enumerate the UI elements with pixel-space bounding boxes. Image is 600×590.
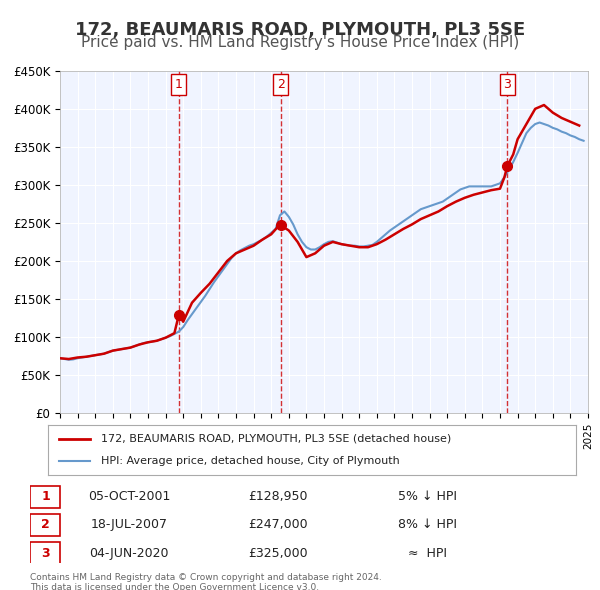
Text: 05-OCT-2001: 05-OCT-2001 <box>88 490 170 503</box>
Text: 2: 2 <box>41 519 50 532</box>
Text: 2: 2 <box>277 78 284 91</box>
Text: ≈  HPI: ≈ HPI <box>408 547 447 560</box>
Text: 3: 3 <box>41 547 50 560</box>
Text: HPI: Average price, detached house, City of Plymouth: HPI: Average price, detached house, City… <box>101 456 400 466</box>
Text: 172, BEAUMARIS ROAD, PLYMOUTH, PL3 5SE (detached house): 172, BEAUMARIS ROAD, PLYMOUTH, PL3 5SE (… <box>101 434 451 444</box>
Text: 04-JUN-2020: 04-JUN-2020 <box>89 547 169 560</box>
Text: £325,000: £325,000 <box>248 547 308 560</box>
FancyBboxPatch shape <box>30 486 61 508</box>
Text: 172, BEAUMARIS ROAD, PLYMOUTH, PL3 5SE: 172, BEAUMARIS ROAD, PLYMOUTH, PL3 5SE <box>75 21 525 39</box>
Text: This data is licensed under the Open Government Licence v3.0.: This data is licensed under the Open Gov… <box>30 583 319 590</box>
Text: 3: 3 <box>503 78 511 91</box>
Text: 5% ↓ HPI: 5% ↓ HPI <box>398 490 457 503</box>
FancyBboxPatch shape <box>30 514 61 536</box>
Text: 18-JUL-2007: 18-JUL-2007 <box>91 519 168 532</box>
Text: Price paid vs. HM Land Registry's House Price Index (HPI): Price paid vs. HM Land Registry's House … <box>81 35 519 50</box>
Text: Contains HM Land Registry data © Crown copyright and database right 2024.: Contains HM Land Registry data © Crown c… <box>30 573 382 582</box>
Text: £247,000: £247,000 <box>248 519 308 532</box>
Text: 1: 1 <box>41 490 50 503</box>
Text: £128,950: £128,950 <box>248 490 308 503</box>
Text: 1: 1 <box>175 78 183 91</box>
FancyBboxPatch shape <box>30 542 61 564</box>
Text: 8% ↓ HPI: 8% ↓ HPI <box>398 519 457 532</box>
